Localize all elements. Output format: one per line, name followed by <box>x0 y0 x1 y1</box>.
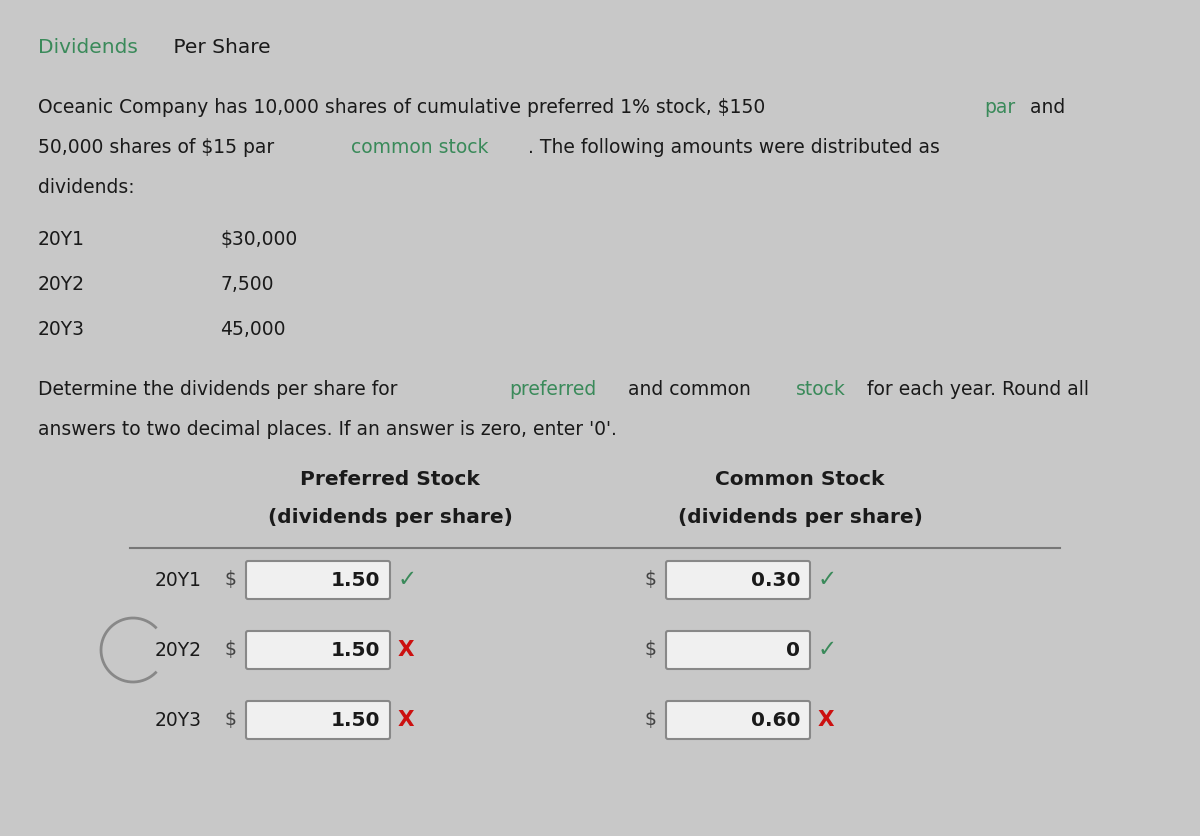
Text: $30,000: $30,000 <box>220 230 298 249</box>
Text: answers to two decimal places. If an answer is zero, enter '0'.: answers to two decimal places. If an ans… <box>38 420 617 439</box>
Text: $: $ <box>646 711 656 730</box>
Text: X: X <box>818 710 835 730</box>
Text: 7,500: 7,500 <box>220 275 274 294</box>
Text: Determine the dividends per share for: Determine the dividends per share for <box>38 380 403 399</box>
Text: $: $ <box>226 570 236 589</box>
Text: $: $ <box>226 640 236 660</box>
FancyBboxPatch shape <box>666 561 810 599</box>
Text: (dividends per share): (dividends per share) <box>268 508 512 527</box>
FancyBboxPatch shape <box>666 631 810 669</box>
Text: 20Y2: 20Y2 <box>155 640 202 660</box>
Text: $: $ <box>646 570 656 589</box>
Text: ✓: ✓ <box>818 568 838 592</box>
Text: (dividends per share): (dividends per share) <box>678 508 923 527</box>
Text: 0.30: 0.30 <box>750 570 800 589</box>
Text: 45,000: 45,000 <box>220 320 286 339</box>
Text: $: $ <box>226 711 236 730</box>
Text: and: and <box>1025 98 1066 117</box>
FancyBboxPatch shape <box>246 631 390 669</box>
Text: 20Y1: 20Y1 <box>155 570 202 589</box>
Text: 20Y1: 20Y1 <box>38 230 85 249</box>
Text: par: par <box>984 98 1015 117</box>
Text: 1.50: 1.50 <box>330 570 380 589</box>
Text: $: $ <box>646 640 656 660</box>
Text: Common Stock: Common Stock <box>715 470 884 489</box>
FancyBboxPatch shape <box>666 701 810 739</box>
Text: and common: and common <box>622 380 757 399</box>
Text: 0: 0 <box>786 640 800 660</box>
Text: Dividends: Dividends <box>38 38 138 57</box>
Text: preferred: preferred <box>510 380 596 399</box>
Text: 50,000 shares of $15 par: 50,000 shares of $15 par <box>38 138 281 157</box>
Text: common stock: common stock <box>350 138 488 157</box>
Text: stock: stock <box>797 380 846 399</box>
Text: dividends:: dividends: <box>38 178 134 197</box>
Text: Preferred Stock: Preferred Stock <box>300 470 480 489</box>
Text: 1.50: 1.50 <box>330 640 380 660</box>
Text: ✓: ✓ <box>818 639 838 661</box>
Text: Per Share: Per Share <box>167 38 270 57</box>
Text: 1.50: 1.50 <box>330 711 380 730</box>
Text: 0.60: 0.60 <box>750 711 800 730</box>
Text: X: X <box>398 710 415 730</box>
FancyBboxPatch shape <box>246 701 390 739</box>
FancyBboxPatch shape <box>246 561 390 599</box>
Text: . The following amounts were distributed as: . The following amounts were distributed… <box>528 138 940 157</box>
Text: 20Y3: 20Y3 <box>38 320 85 339</box>
Text: ✓: ✓ <box>398 568 418 592</box>
Text: 20Y3: 20Y3 <box>155 711 202 730</box>
Text: 20Y2: 20Y2 <box>38 275 85 294</box>
Text: Oceanic Company has 10,000 shares of cumulative preferred 1% stock, $150: Oceanic Company has 10,000 shares of cum… <box>38 98 772 117</box>
Text: X: X <box>398 640 415 660</box>
Text: for each year. Round all: for each year. Round all <box>860 380 1088 399</box>
